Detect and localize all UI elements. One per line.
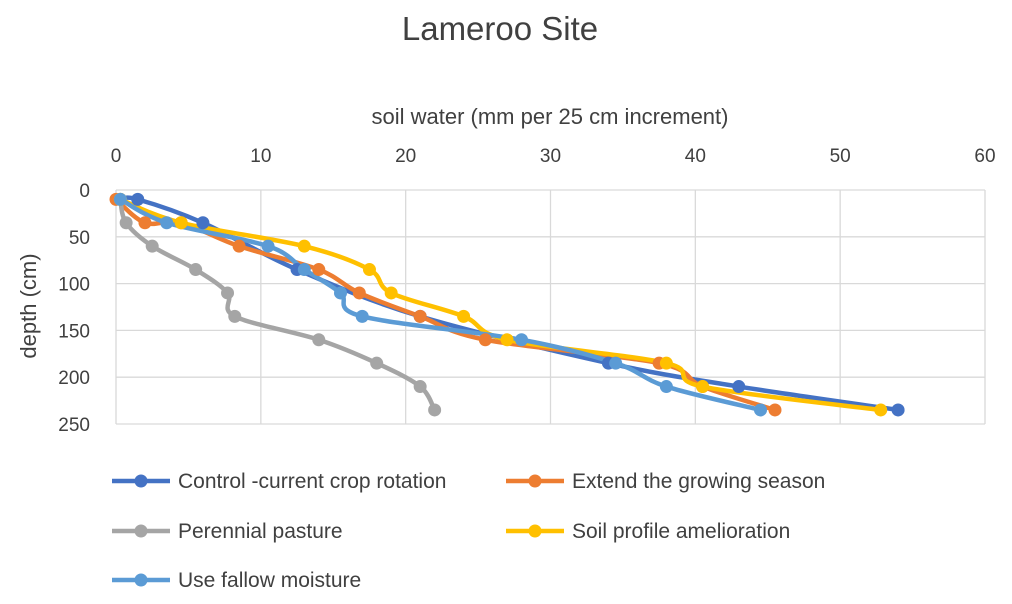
series-line-4: [118, 197, 883, 413]
legend-label: Extend the growing season: [572, 470, 825, 493]
legend: Control -current crop rotation Extend the…: [112, 470, 825, 592]
chart-title: Lameroo Site: [402, 10, 598, 47]
legend-label: Control -current crop rotation: [178, 470, 446, 493]
legend-label: Soil profile amelioration: [572, 520, 790, 543]
data-point-series-5: [160, 216, 174, 230]
x-axis-ticks: 0 10 20 30 40 50 60: [111, 146, 996, 167]
data-point-series-4: [362, 263, 376, 277]
grid: [115, 189, 986, 425]
y-tick-label: 50: [69, 228, 90, 249]
series-line-1: [118, 195, 901, 413]
data-point-series-4: [500, 333, 514, 347]
series-line-3: [118, 197, 437, 413]
data-point-series-5: [261, 239, 275, 253]
data-point-series-3: [413, 380, 427, 394]
data-point-series-2: [138, 216, 152, 230]
legend-item-4: Soil profile amelioration: [506, 520, 790, 543]
legend-item-5: Use fallow moisture: [112, 569, 361, 592]
data-point-series-3: [312, 333, 326, 347]
data-point-series-3: [370, 356, 384, 370]
y-axis-title: depth (cm): [16, 253, 41, 358]
data-point-series-5: [609, 356, 623, 370]
data-point-series-5: [297, 263, 311, 277]
data-point-series-5: [515, 333, 529, 347]
legend-item-3: Perennial pasture: [112, 520, 343, 543]
y-tick-label: 250: [58, 415, 90, 436]
data-point-series-5: [754, 403, 768, 417]
data-point-series-3: [428, 403, 442, 417]
x-tick-label: 40: [685, 146, 706, 167]
data-point-series-5: [355, 309, 369, 323]
data-point-series-2: [478, 333, 492, 347]
data-point-series-5: [659, 380, 673, 394]
legend-label: Use fallow moisture: [178, 569, 361, 592]
legend-swatch-marker: [134, 474, 148, 488]
data-point-series-4: [384, 286, 398, 300]
data-point-series-1: [732, 380, 746, 394]
x-axis-title: soil water (mm per 25 cm increment): [372, 104, 729, 129]
legend-swatch-marker: [528, 474, 542, 488]
legend-label: Perennial pasture: [178, 520, 343, 543]
data-point-series-2: [352, 286, 366, 300]
x-tick-label: 0: [111, 146, 122, 167]
legend-swatch-marker: [528, 524, 542, 538]
y-tick-label: 150: [58, 321, 90, 342]
data-point-series-1: [196, 216, 210, 230]
data-point-series-1: [131, 192, 145, 206]
x-tick-label: 30: [540, 146, 561, 167]
data-point-series-3: [228, 309, 242, 323]
data-point-series-3: [119, 216, 133, 230]
data-point-series-5: [333, 286, 347, 300]
data-point-series-5: [113, 192, 127, 206]
data-point-series-4: [874, 403, 888, 417]
legend-swatch-marker: [134, 573, 148, 587]
data-point-series-4: [659, 356, 673, 370]
x-tick-label: 60: [974, 146, 995, 167]
legend-item-1: Control -current crop rotation: [112, 470, 446, 493]
data-point-series-2: [312, 263, 326, 277]
y-axis-ticks: 0 50 100 150 200 250: [58, 181, 90, 436]
x-tick-label: 50: [830, 146, 851, 167]
data-point-series-2: [768, 403, 782, 417]
data-point-series-1: [891, 403, 905, 417]
data-point-series-2: [232, 239, 246, 253]
x-tick-label: 20: [395, 146, 416, 167]
y-tick-label: 200: [58, 368, 90, 389]
data-point-series-3: [221, 286, 235, 300]
data-markers: [109, 192, 905, 417]
data-point-series-4: [457, 309, 471, 323]
data-point-series-4: [696, 380, 710, 394]
legend-item-2: Extend the growing season: [506, 470, 825, 493]
series-line-5: [118, 197, 763, 413]
series-lines: [113, 195, 901, 413]
data-point-series-4: [297, 239, 311, 253]
data-point-series-2: [413, 309, 427, 323]
data-point-series-4: [174, 216, 188, 230]
data-point-series-3: [145, 239, 159, 253]
data-point-series-3: [189, 263, 203, 277]
y-tick-label: 0: [79, 181, 90, 202]
y-tick-label: 100: [58, 275, 90, 296]
legend-swatch-marker: [134, 524, 148, 538]
x-tick-label: 10: [250, 146, 271, 167]
